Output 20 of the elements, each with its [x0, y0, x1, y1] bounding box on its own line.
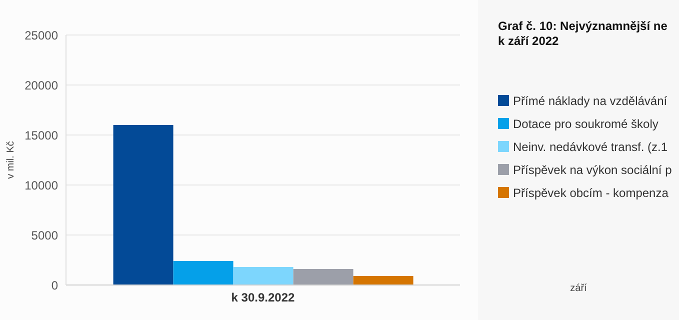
y-axis-title: v mil. Kč: [6, 141, 17, 179]
legend-label: Příspěvek na výkon sociální p: [513, 162, 672, 176]
y-tick-label: 20000: [24, 78, 58, 92]
bar: [233, 267, 294, 285]
bar: [173, 261, 234, 285]
y-tick-label: 5000: [31, 228, 58, 242]
y-tick-label: 25000: [24, 28, 58, 42]
legend-label: Dotace pro soukromé školy: [513, 116, 658, 130]
text: Graf č. 10: Nejvýznamnější ne k září 2022: [498, 19, 668, 49]
y-tick-label: 10000: [24, 178, 58, 192]
y-tick-label: 15000: [24, 128, 58, 142]
legend-label: Příspěvek obcím - kompenza: [513, 186, 668, 200]
bar: [353, 276, 414, 285]
bar: [293, 269, 354, 285]
bar: [113, 125, 174, 285]
y-tick-label: 0: [51, 278, 58, 292]
legend-label: Přímé náklady na vzdělávání: [513, 94, 668, 108]
text: září: [569, 283, 588, 294]
legend-label: Neinv. nedávkové transf. (z.1: [513, 140, 668, 154]
x-tick-label: k 30.9.2022: [231, 290, 296, 305]
